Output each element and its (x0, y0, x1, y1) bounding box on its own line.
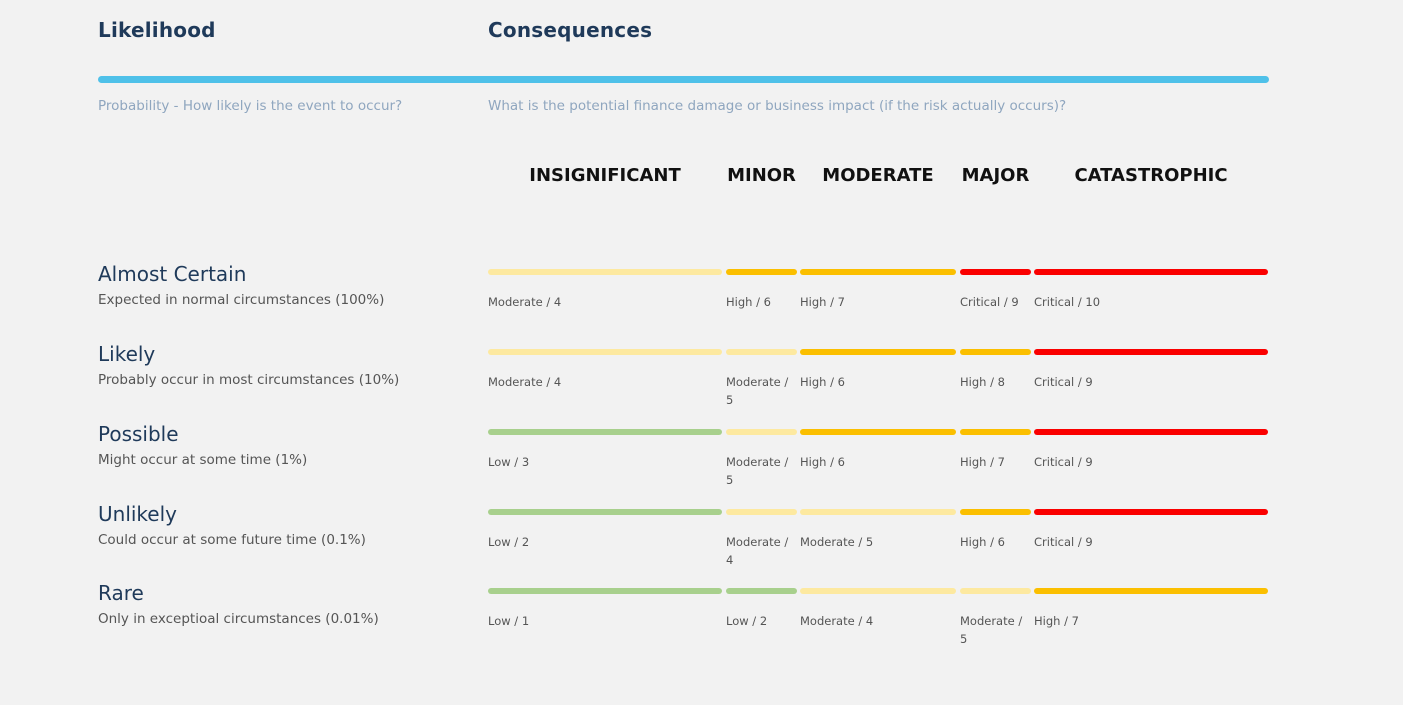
risk-cell-label: Moderate / 4 (488, 295, 562, 309)
likelihood-row-almost-certain: Almost Certain Expected in normal circum… (98, 262, 384, 308)
risk-cell-label: High / 6 (960, 535, 1005, 549)
risk-cell-label: Moderate / 5 (726, 455, 789, 487)
risk-cell-label: Low / 2 (488, 535, 530, 549)
column-header-insignificant: INSIGNIFICANT (529, 165, 681, 186)
likelihood-subtitle: Probability - How likely is the event to… (98, 98, 403, 114)
consequences-heading: Consequences (488, 18, 653, 42)
risk-bar (1034, 269, 1268, 275)
risk-bar (488, 349, 722, 355)
risk-bar (726, 349, 797, 355)
risk-bar (960, 509, 1031, 515)
row-title: Almost Certain (98, 262, 247, 286)
risk-cell-label: High / 7 (800, 295, 845, 309)
risk-cell-label: Critical / 9 (1034, 535, 1093, 549)
risk-bar (1034, 509, 1268, 515)
risk-cell-label: Moderate / 4 (800, 614, 874, 628)
risk-cell-label: High / 7 (1034, 614, 1079, 628)
risk-bar (1034, 429, 1268, 435)
risk-cell-label: Low / 1 (488, 614, 530, 628)
risk-bar (800, 509, 956, 515)
risk-bar (1034, 588, 1268, 594)
risk-cell-label: Low / 3 (488, 455, 530, 469)
row-title: Rare (98, 581, 144, 605)
row-description: Only in exceptioal circumstances (0.01%) (98, 611, 379, 627)
risk-bar (800, 349, 956, 355)
risk-bar (488, 429, 722, 435)
risk-bar (726, 509, 797, 515)
risk-cell-label: Moderate / 5 (960, 614, 1023, 646)
risk-cell-label: Critical / 9 (1034, 375, 1093, 389)
risk-cell-label: High / 7 (960, 455, 1005, 469)
header-divider (98, 76, 1269, 83)
risk-cell-label: Critical / 9 (960, 295, 1019, 309)
likelihood-heading: Likelihood (98, 18, 216, 42)
risk-cell-label: Moderate / 5 (726, 375, 789, 407)
risk-bar (800, 429, 956, 435)
likelihood-row-unlikely: Unlikely Could occur at some future time… (98, 502, 366, 548)
likelihood-row-likely: Likely Probably occur in most circumstan… (98, 342, 399, 388)
risk-cell-label: High / 6 (800, 455, 845, 469)
likelihood-row-rare: Rare Only in exceptioal circumstances (0… (98, 581, 379, 627)
consequences-subtitle: What is the potential finance damage or … (488, 98, 1067, 114)
risk-bar (488, 269, 722, 275)
row-title: Unlikely (98, 502, 177, 526)
risk-cell-label: High / 6 (726, 295, 771, 309)
risk-cell-label: Moderate / 5 (800, 535, 874, 549)
risk-bar (960, 429, 1031, 435)
risk-bar (800, 588, 956, 594)
risk-bar (960, 269, 1031, 275)
row-description: Could occur at some future time (0.1%) (98, 532, 366, 548)
risk-bar (488, 509, 722, 515)
risk-bar (1034, 349, 1268, 355)
risk-cell-label: Moderate / 4 (726, 535, 789, 567)
risk-bar (800, 269, 956, 275)
risk-cell-label: Moderate / 4 (488, 375, 562, 389)
risk-bar (726, 269, 797, 275)
risk-bar (960, 349, 1031, 355)
likelihood-row-possible: Possible Might occur at some time (1%) (98, 422, 307, 468)
risk-cell-label: Low / 2 (726, 614, 768, 628)
risk-cell-label: Critical / 10 (1034, 295, 1101, 309)
row-title: Likely (98, 342, 156, 366)
risk-cell-label: High / 8 (960, 375, 1005, 389)
column-header-minor: MINOR (727, 165, 796, 186)
risk-bar (960, 588, 1031, 594)
row-description: Might occur at some time (1%) (98, 452, 308, 468)
row-description: Expected in normal circumstances (100%) (98, 292, 385, 308)
risk-bar (488, 588, 722, 594)
column-header-major: MAJOR (961, 165, 1030, 186)
row-title: Possible (98, 422, 179, 446)
risk-cell-label: Critical / 9 (1034, 455, 1093, 469)
risk-cell-label: High / 6 (800, 375, 845, 389)
row-description: Probably occur in most circumstances (10… (98, 372, 400, 388)
column-header-catastrophic: CATASTROPHIC (1074, 165, 1228, 186)
risk-bar (726, 429, 797, 435)
risk-bar (726, 588, 797, 594)
column-header-moderate: MODERATE (822, 165, 934, 186)
